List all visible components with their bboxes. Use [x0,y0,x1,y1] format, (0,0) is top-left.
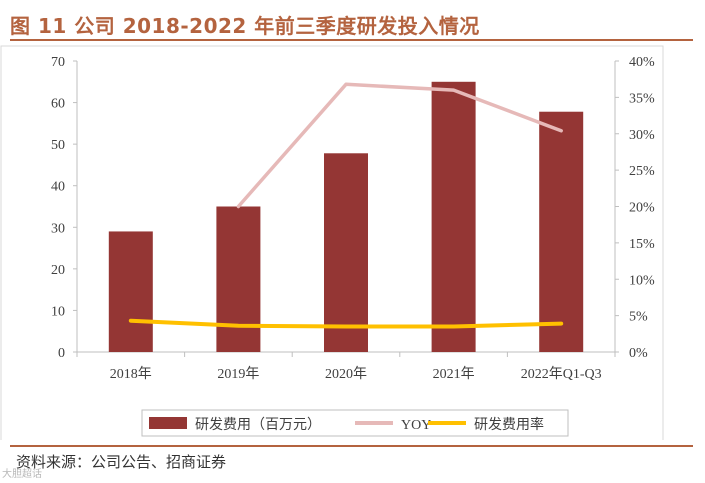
legend-label: YOY [401,418,431,433]
y-left-tick-label: 20 [51,263,65,278]
bar-rd-expense [324,153,368,352]
y-right-tick-label: 25% [629,164,655,179]
y-right-tick-label: 15% [629,237,655,252]
bar-rd-expense [539,111,584,353]
legend-swatch-bar [149,417,187,429]
bar-rd-expense [108,231,153,352]
x-tick-label: 2020年 [325,366,367,382]
y-left-tick-label: 10 [51,304,65,319]
chart-area: 0 10 20 30 40 50 60 70 0% 5% 10% 15% 20% 25% 30% 35% 40%… [0,45,664,440]
plot-frame [0,45,664,440]
y-left-tick-label: 50 [51,138,65,153]
x-tick-label: 2021年 [433,366,475,382]
y-left-tick-label: 0 [58,346,65,361]
line-yoy [236,82,563,209]
y-right-tick-label: 10% [629,273,655,288]
y-left-tick-label: 30 [51,221,65,236]
watermark: 大胆超话 [2,469,42,480]
y-left-tick-label: 40 [51,180,65,195]
title-rule [10,39,693,41]
y-right-tick-label: 30% [629,128,655,143]
y-right-tick-label: 5% [629,310,648,325]
y-left-tick-label: 70 [51,55,65,70]
y-right-tick-label: 0% [629,346,648,361]
x-tick-label: 2019年 [217,366,259,382]
x-tick-label: 2018年 [110,366,152,382]
source-rule [10,445,693,447]
line-rd-ratio [128,318,564,329]
y-right-tick-label: 40% [629,55,655,70]
chart-title: 图 11 公司 2018-2022 年前三季度研发投入情况 [10,14,480,38]
y-left-tick-label: 60 [51,97,65,112]
bar-rd-expense [431,81,476,353]
x-tick-label: 2022年Q1-Q3 [521,366,602,382]
legend-label: 研发费用（百万元） [195,417,321,433]
bar-rd-expense [216,206,261,352]
source-note: 资料来源：公司公告、招商证券 [16,453,227,471]
y-right-tick-label: 20% [629,201,655,216]
y-right-tick-label: 35% [629,91,655,106]
legend-label: 研发费用率 [474,416,544,433]
